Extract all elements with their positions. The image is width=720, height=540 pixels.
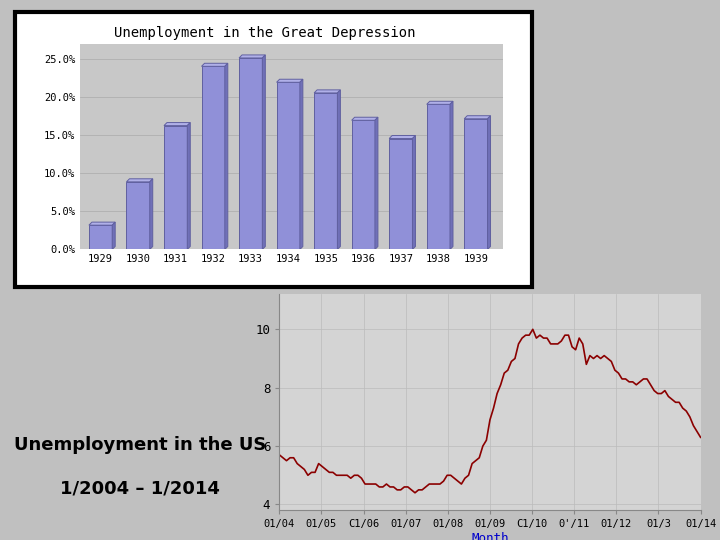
Polygon shape xyxy=(413,136,415,249)
Text: Unemployment in the Great Depression: Unemployment in the Great Depression xyxy=(114,26,415,40)
Polygon shape xyxy=(351,117,378,120)
Polygon shape xyxy=(127,179,153,182)
Polygon shape xyxy=(164,123,190,126)
Polygon shape xyxy=(276,79,303,82)
Bar xyxy=(390,139,413,249)
Polygon shape xyxy=(450,102,453,249)
Bar xyxy=(314,93,338,249)
Polygon shape xyxy=(314,90,341,93)
Polygon shape xyxy=(89,222,115,225)
Bar xyxy=(164,126,187,249)
Polygon shape xyxy=(150,179,153,249)
Polygon shape xyxy=(390,136,415,139)
Polygon shape xyxy=(427,102,453,104)
Bar xyxy=(239,58,262,249)
Polygon shape xyxy=(375,117,378,249)
Text: 1/2004 – 1/2014: 1/2004 – 1/2014 xyxy=(60,480,220,498)
Polygon shape xyxy=(487,116,490,249)
Polygon shape xyxy=(202,63,228,66)
Polygon shape xyxy=(187,123,190,249)
Polygon shape xyxy=(338,90,341,249)
Polygon shape xyxy=(239,55,266,58)
Bar xyxy=(89,225,112,249)
Polygon shape xyxy=(112,222,115,249)
Polygon shape xyxy=(262,55,266,249)
Text: Unemployment in the US: Unemployment in the US xyxy=(14,436,266,455)
Bar xyxy=(127,182,150,249)
Bar xyxy=(464,119,487,249)
Polygon shape xyxy=(225,63,228,249)
Polygon shape xyxy=(464,116,490,119)
Bar xyxy=(202,66,225,249)
X-axis label: Month: Month xyxy=(471,532,509,540)
Bar xyxy=(351,120,375,249)
Polygon shape xyxy=(300,79,303,249)
Bar xyxy=(427,104,450,249)
Bar xyxy=(276,82,300,249)
